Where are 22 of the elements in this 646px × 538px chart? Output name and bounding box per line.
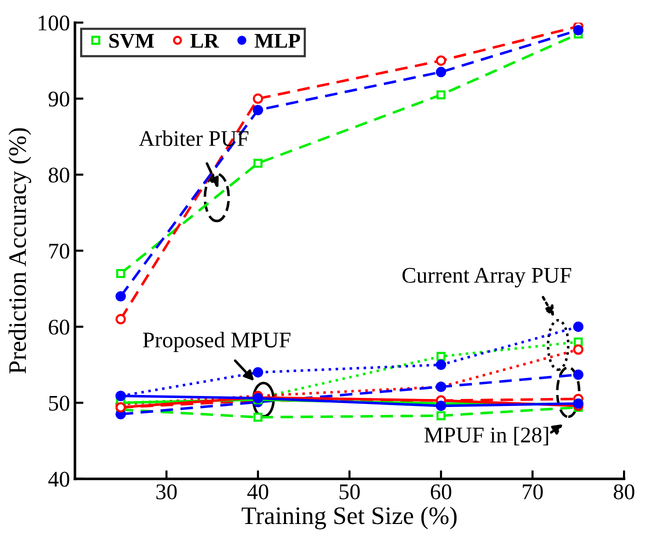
y-tick-label: 90: [48, 92, 70, 107]
x-tick-label: 50: [340, 484, 360, 500]
legend-label: MLP: [254, 34, 300, 48]
legend-label: SVM: [109, 34, 154, 48]
y-tick-label: 40: [48, 472, 70, 487]
annotation: Proposed MPUF: [143, 332, 290, 352]
y-tick-label: 60: [48, 320, 70, 335]
annotation: MPUF in [28]: [424, 426, 548, 446]
x-tick-label: 60: [430, 484, 452, 500]
y-axis-title: Prediction Accuracy (%): [8, 128, 32, 374]
y-tick-label: 100: [38, 16, 70, 31]
x-axis-title: Training Set Size (%): [242, 506, 457, 530]
x-tick-label: 30: [156, 484, 177, 500]
x-tick-label: 70: [522, 484, 543, 500]
y-tick-label: 50: [49, 396, 70, 411]
annotation: Current Array PUF: [402, 268, 572, 288]
legend-label: LR: [190, 34, 220, 48]
annotation: Arbiter PUF: [138, 130, 248, 146]
x-tick-label: 80: [614, 484, 634, 500]
y-tick-label: 80: [48, 168, 70, 183]
y-tick-label: 70: [49, 244, 70, 259]
x-tick-label: 40: [247, 484, 268, 500]
